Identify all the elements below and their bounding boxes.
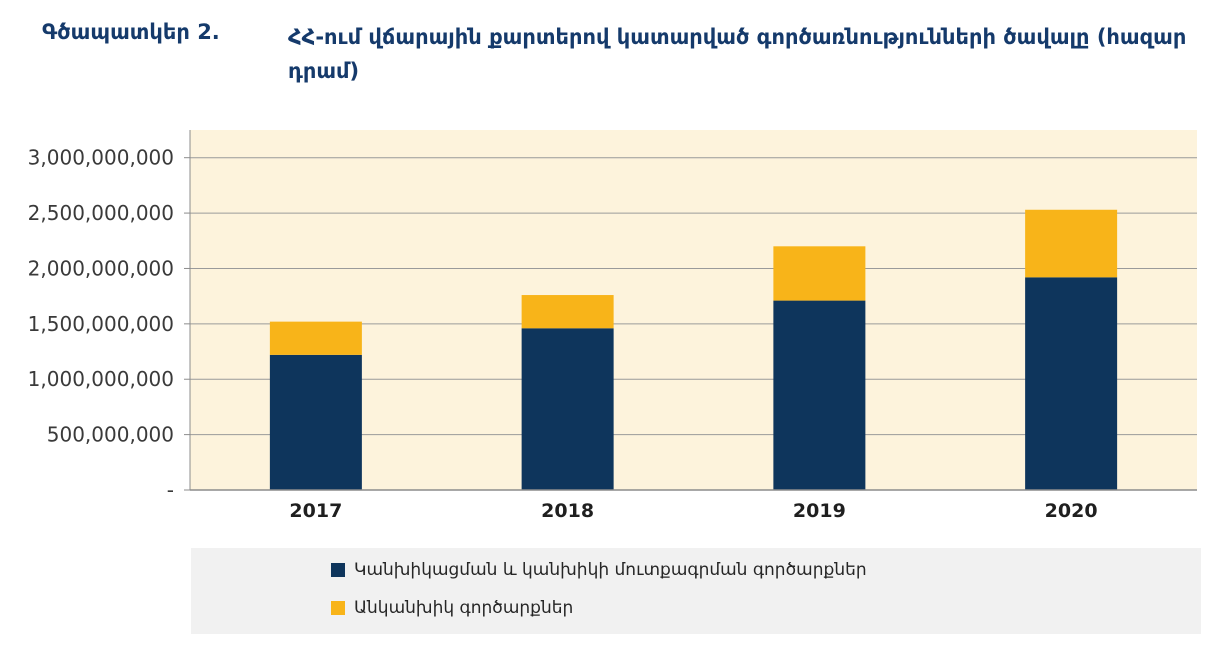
y-tick-label: 1,500,000,000 — [28, 312, 174, 336]
legend-item-cash: Կանխիկացման և կանխիկի մուտքագրման գործար… — [331, 560, 867, 580]
bar-2017-series1 — [269, 354, 362, 490]
y-tick-label: 2,500,000,000 — [28, 201, 174, 225]
stacked-bar-chart: - 500,000,000 1,000,000,000 1,500,000,000 2,… — [28, 130, 1197, 522]
x-tick-label: 2017 — [289, 500, 342, 522]
bar-2018-series1 — [521, 328, 614, 490]
x-tick-label: 2020 — [1045, 500, 1098, 522]
legend: Կանխիկացման և կանխիկի մուտքագրման գործար… — [191, 548, 1201, 634]
y-axis: - 500,000,000 1,000,000,000 1,500,000,000 2,… — [28, 130, 191, 502]
bar-2019-series1 — [773, 300, 866, 490]
x-tick-label: 2018 — [541, 500, 594, 522]
x-tick-label: 2019 — [793, 500, 846, 522]
bars — [269, 209, 1118, 490]
legend-label-cash: Կանխիկացման և կանխիկի մուտքագրման գործար… — [354, 560, 867, 580]
chart-title: ՀՀ-ում վճարային քարտերով կատարված գործառ… — [288, 25, 1187, 83]
legend-swatch-noncash — [331, 601, 345, 615]
bar-2017-series2 — [269, 321, 362, 355]
x-axis: 2017 2018 2019 2020 — [190, 489, 1197, 522]
legend-item-noncash: Անկանխիկ գործարքներ — [331, 598, 573, 618]
legend-label-noncash: Անկանխիկ գործարքներ — [354, 598, 574, 618]
figure-label: Գծապատկեր 2. — [42, 20, 220, 44]
y-tick-label: 3,000,000,000 — [28, 146, 174, 170]
y-tick-label: 1,000,000,000 — [28, 367, 174, 391]
legend-swatch-cash — [331, 563, 345, 577]
y-tick-label: - — [167, 478, 174, 502]
y-tick-label: 500,000,000 — [47, 423, 174, 447]
bar-2018-series2 — [521, 295, 614, 329]
bar-2020-series1 — [1025, 277, 1118, 490]
y-tick-label: 2,000,000,000 — [28, 256, 174, 280]
bar-2019-series2 — [773, 246, 866, 301]
bar-2020-series2 — [1025, 209, 1118, 278]
